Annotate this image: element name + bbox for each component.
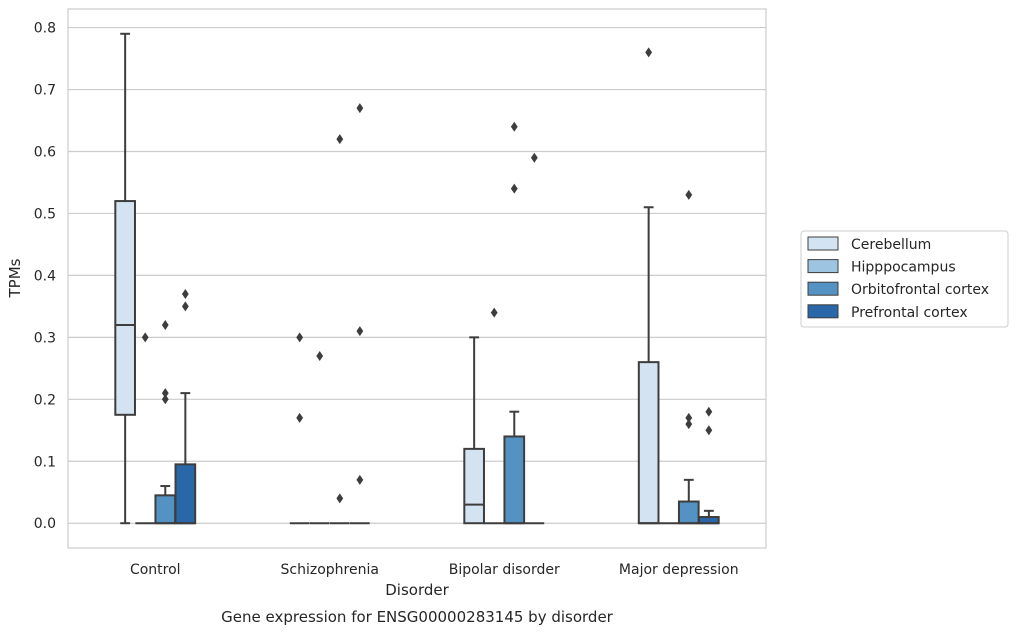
box: [463, 447, 485, 525]
y-tick-label: 0.7: [34, 83, 56, 99]
legend-swatch: [807, 304, 839, 319]
outlier-point: [356, 326, 364, 337]
y-tick-label: 0.4: [34, 268, 56, 284]
x-tick-label: Major depression: [619, 562, 739, 578]
outlier-point: [685, 419, 693, 430]
y-tick-label: 0.6: [34, 144, 56, 160]
outlier-point: [685, 189, 693, 200]
legend: Cerebellum Hipppocampus Orbitofrontal cort…: [800, 230, 1009, 328]
y-tick-label: 0.3: [34, 330, 56, 346]
y-tick-label: 0.5: [34, 206, 56, 222]
box-plot-series: [114, 32, 720, 525]
y-tick-label: 0.1: [34, 454, 56, 470]
box: [154, 494, 177, 525]
figure-caption: Gene expression for ENSG00000283145 by d…: [221, 608, 614, 626]
outlier-point: [685, 412, 693, 423]
y-tick-label: 0.0: [34, 516, 56, 532]
series-prefrontal-cortex: [174, 103, 720, 525]
legend-swatch: [807, 281, 839, 296]
outlier-point: [510, 183, 518, 194]
outlier-point: [181, 301, 189, 312]
outlier-point: [161, 319, 169, 330]
outlier-point: [705, 406, 713, 417]
legend-entry-label: Orbitofrontal cortex: [851, 282, 989, 298]
box: [114, 200, 136, 416]
outlier-point: [645, 47, 653, 58]
outlier-point: [336, 134, 344, 145]
outlier-point: [316, 350, 324, 361]
outlier-point: [490, 307, 498, 318]
plot-frame: [67, 8, 767, 549]
outlier-point: [336, 493, 344, 504]
box: [637, 361, 660, 525]
outlier-point: [141, 332, 149, 343]
legend-entry-label: Prefrontal cortex: [851, 305, 968, 321]
x-tick-label: Bipolar disorder: [449, 562, 560, 578]
outlier-point: [161, 394, 169, 405]
y-tick-label: 0.8: [34, 21, 56, 37]
outlier-point: [356, 103, 364, 114]
box: [677, 500, 700, 525]
x-tick-label: Schizophrenia: [281, 562, 379, 578]
x-axis-ticks: Control Schizophrenia Bipolar disorder Majo…: [130, 562, 739, 578]
legend-entry-label: Hipppocampus: [851, 260, 956, 276]
y-gridlines: [68, 26, 766, 524]
box: [174, 463, 197, 525]
series-hipppocampus: [135, 307, 679, 525]
legend-frame: [800, 230, 1009, 328]
outlier-point: [705, 425, 713, 436]
legend-swatch: [807, 236, 839, 251]
x-tick-label: Control: [130, 562, 181, 578]
outlier-point: [510, 121, 518, 132]
x-axis-label: Disorder: [385, 581, 449, 599]
outlier-point: [181, 288, 189, 299]
outlier-point: [530, 152, 538, 163]
outlier-point: [296, 412, 304, 423]
outlier-point: [161, 388, 169, 399]
outlier-point: [356, 474, 364, 485]
legend-entry-label: Cerebellum: [851, 237, 931, 253]
outlier-point: [296, 332, 304, 343]
box: [503, 435, 526, 525]
y-axis-ticks: 0.0 0.1 0.2 0.3 0.4 0.5 0.6 0.7 0.8: [34, 21, 56, 533]
series-orbitofrontal-cortex: [154, 121, 700, 525]
series-cerebellum: [114, 32, 660, 525]
y-axis-label: TPMs: [6, 258, 24, 298]
legend-swatch: [807, 259, 839, 274]
y-tick-label: 0.2: [34, 392, 56, 408]
